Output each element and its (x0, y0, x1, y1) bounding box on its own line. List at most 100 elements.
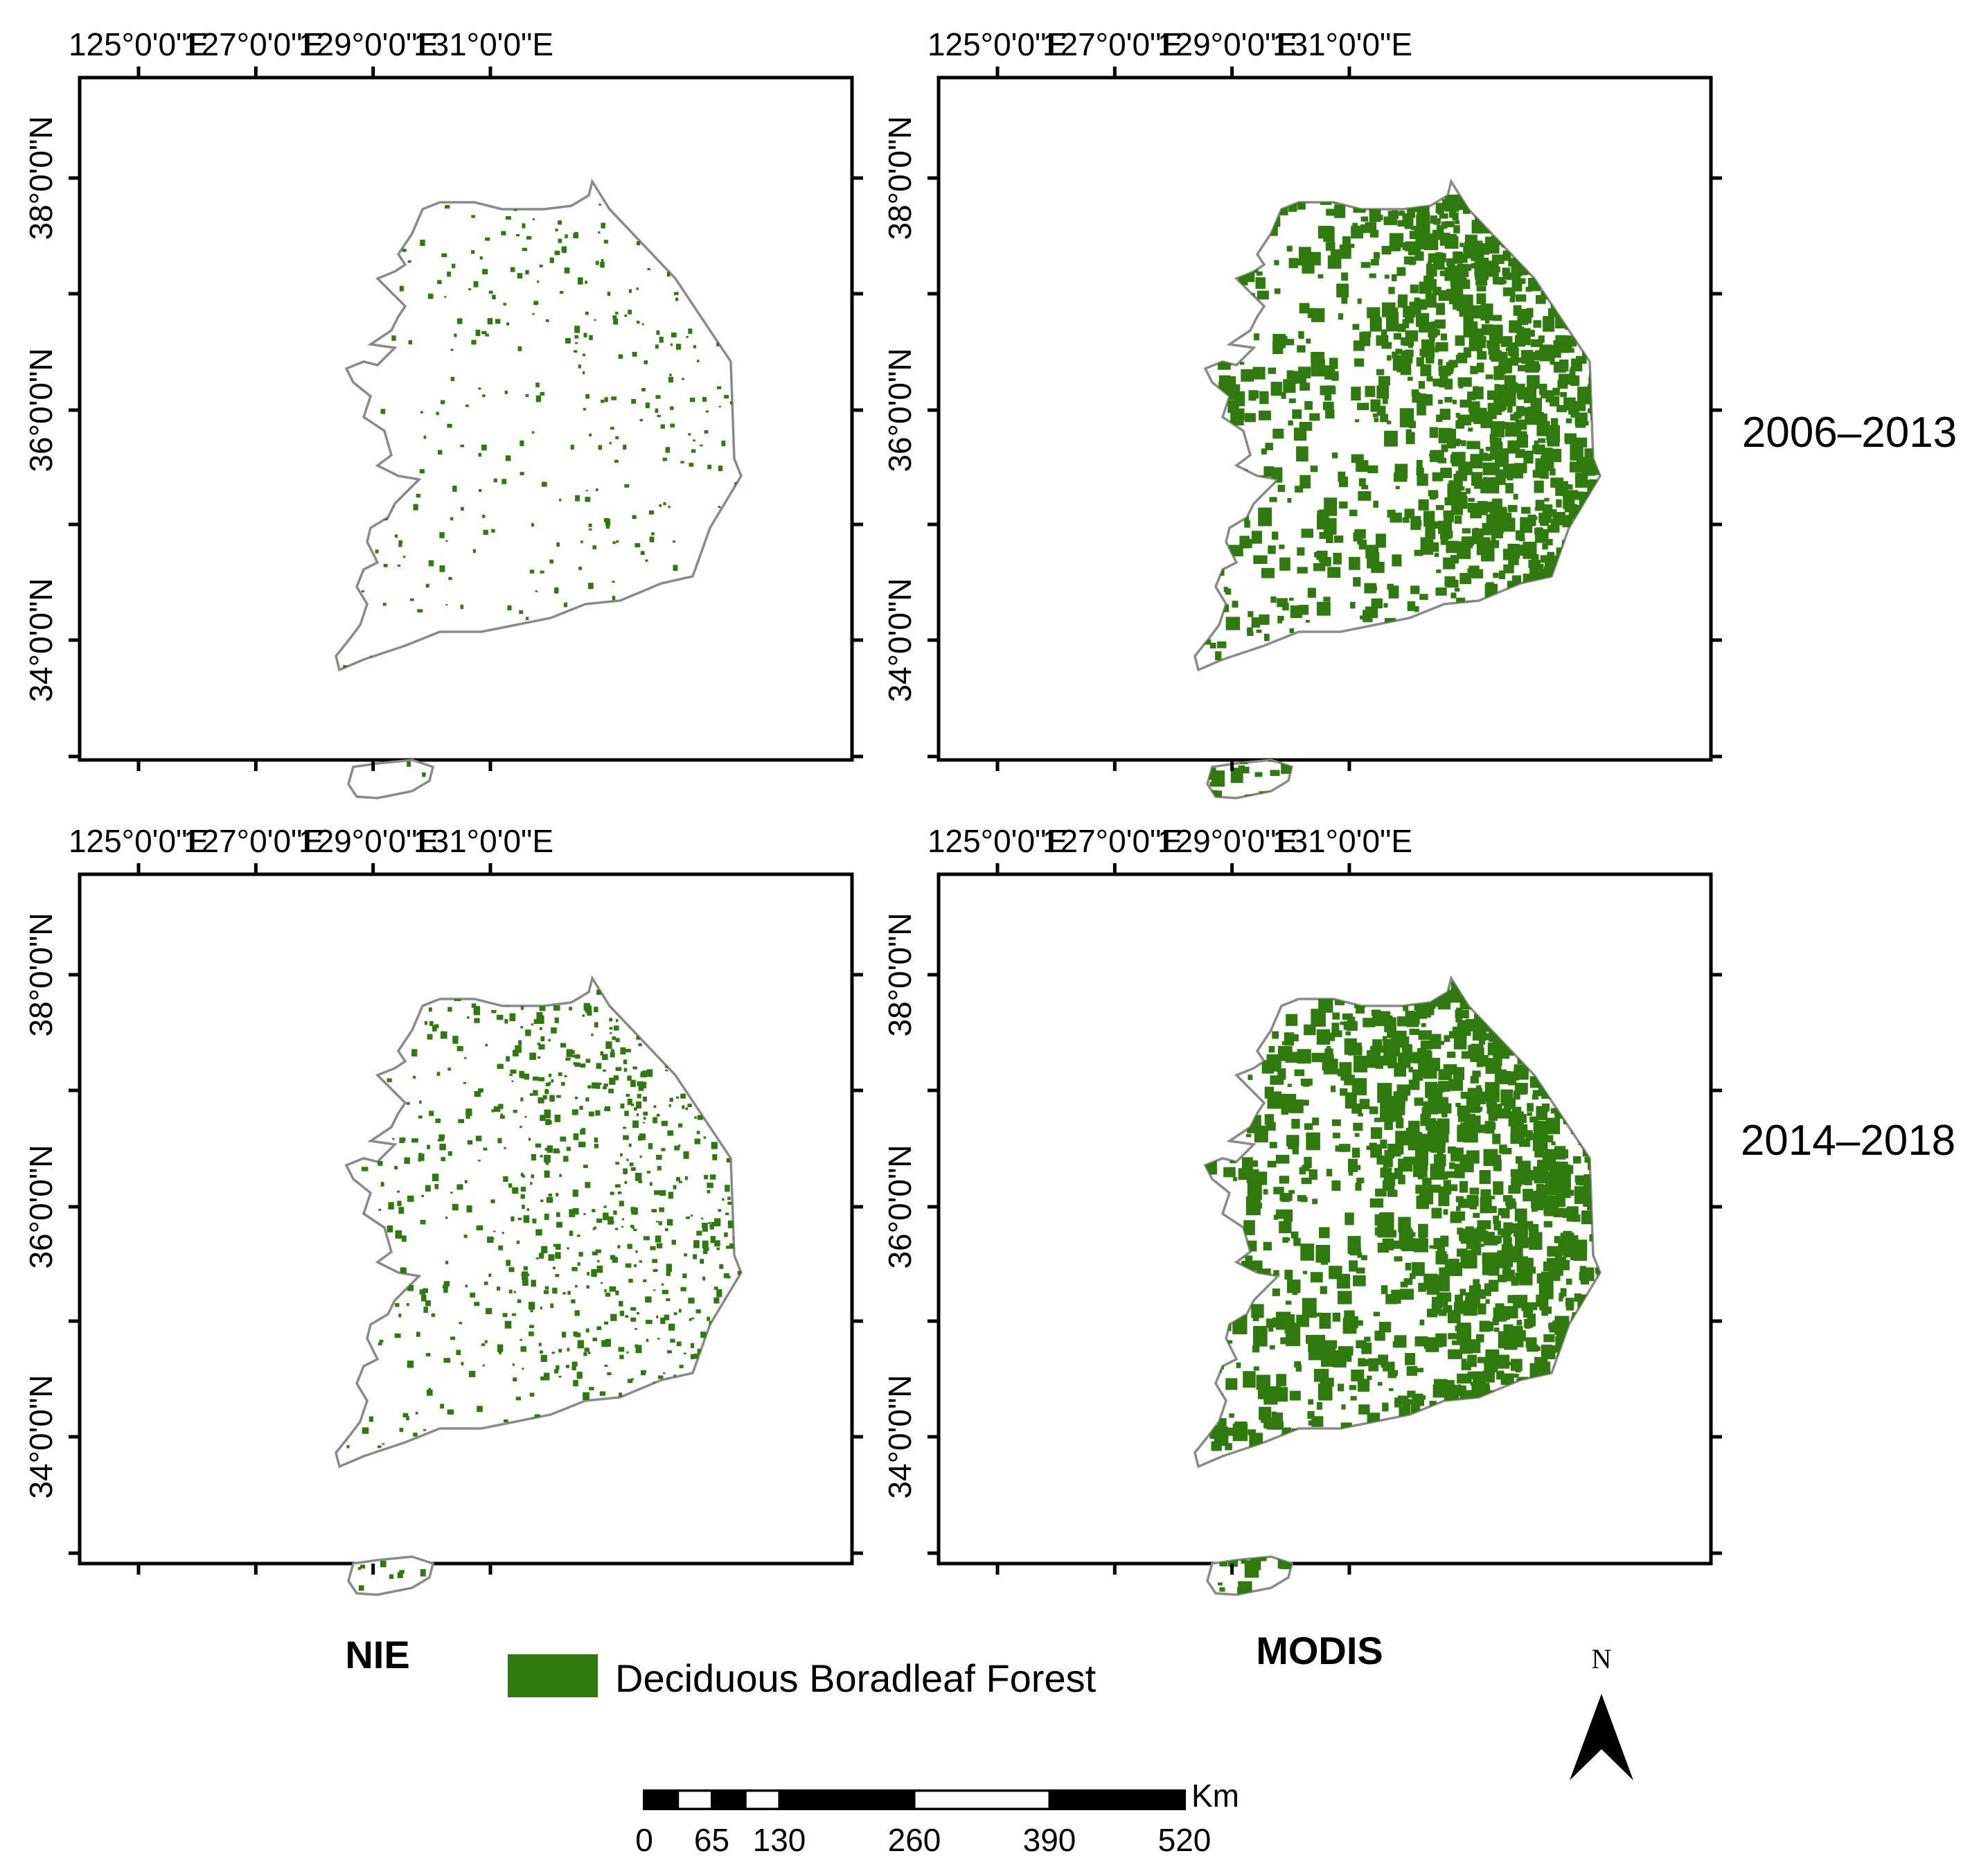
forest-patch (1418, 299, 1427, 310)
forest-patch (503, 1176, 508, 1182)
forest-patch (1314, 551, 1323, 558)
forest-patch (1387, 211, 1399, 220)
forest-patch (1545, 1172, 1559, 1184)
forest-patch (1507, 470, 1514, 478)
forest-patch (1412, 306, 1421, 315)
forest-patch (483, 1282, 488, 1285)
forest-patch (470, 1292, 475, 1298)
forest-patch (600, 1282, 603, 1284)
forest-patch (1559, 373, 1572, 385)
forest-patch (727, 1275, 731, 1279)
forest-patch (582, 1014, 585, 1017)
forest-patch (1279, 1221, 1292, 1234)
forest-patch (1432, 378, 1445, 387)
forest-patch (625, 1049, 631, 1052)
forest-patch (1426, 1586, 1435, 1593)
forest-patch (1491, 477, 1500, 484)
forest-patch (562, 1292, 566, 1295)
forest-patch (399, 1427, 404, 1432)
forest-patch (609, 1286, 616, 1292)
forest-patch (1514, 1597, 1520, 1602)
forest-patch (585, 281, 587, 284)
forest-patch (1538, 335, 1545, 343)
forest-patch (1254, 1125, 1268, 1143)
forest-patch (533, 1019, 540, 1024)
forest-patch (343, 665, 346, 669)
forest-patch (1599, 776, 1600, 781)
forest-patch (680, 1286, 686, 1291)
forest-patch (1254, 772, 1263, 777)
forest-patch (1439, 526, 1451, 540)
forest-patch (1356, 1267, 1365, 1274)
forest-patch (613, 318, 619, 325)
forest-patch (1299, 247, 1311, 260)
forest-patch (707, 1189, 711, 1194)
forest-patch (1529, 364, 1541, 371)
forest-patch (1570, 442, 1583, 461)
forest-patch (1426, 1107, 1438, 1115)
forest-patch (1546, 1180, 1558, 1195)
forest-patch (1343, 1316, 1358, 1329)
forest-patch (495, 319, 501, 324)
forest-patch (1570, 1602, 1583, 1611)
forest-patch (420, 1569, 426, 1577)
forest-patch (519, 1070, 524, 1078)
forest-patch (1428, 253, 1437, 263)
forest-patch (689, 1318, 692, 1321)
forest-patch (1354, 358, 1365, 367)
forest-patch (518, 1040, 522, 1045)
forest-patch (1425, 526, 1436, 540)
forest-patch (1269, 793, 1281, 798)
forest-patch (467, 1016, 470, 1019)
forest-patch (408, 340, 413, 345)
forest-patch (1397, 324, 1406, 333)
forest-patch (1403, 1278, 1413, 1285)
forest-patch (1360, 216, 1368, 222)
forest-patch (1436, 569, 1441, 574)
forest-patch (1566, 504, 1577, 513)
forest-patch (680, 461, 684, 463)
forest-patch (404, 1157, 410, 1164)
forest-patch (718, 506, 721, 508)
forest-patch (658, 1221, 662, 1225)
forest-patch (1494, 1264, 1499, 1271)
forest-patch (678, 1180, 682, 1183)
forest-patch (567, 1347, 570, 1352)
forest-patch (1564, 1566, 1579, 1581)
forest-patch (1452, 1340, 1458, 1345)
forest-patch (1407, 208, 1416, 218)
forest-patch (1568, 1576, 1577, 1582)
forest-patch (432, 1025, 437, 1032)
forest-patch (1508, 1185, 1521, 1194)
forest-patch (603, 1069, 606, 1072)
forest-patch (444, 296, 447, 298)
forest-patch (693, 439, 695, 442)
forest-patch (1302, 1575, 1312, 1586)
forest-patch (635, 1345, 642, 1354)
forest-patch (1535, 529, 1547, 543)
forest-patch (1525, 1337, 1537, 1348)
forest-patch (1450, 1184, 1458, 1192)
forest-patch (662, 1290, 668, 1295)
forest-patch (1293, 1237, 1301, 1246)
forest-patch (1534, 1356, 1548, 1365)
forest-patch (571, 1361, 578, 1367)
forest-patch (1482, 477, 1488, 481)
forest-patch (463, 1235, 468, 1238)
forest-patch (1493, 572, 1499, 578)
forest-patch (463, 1081, 466, 1084)
forest-patch (509, 1074, 513, 1077)
forest-patch (683, 1352, 686, 1354)
forest-patch (1331, 1086, 1336, 1092)
forest-patch (1477, 1303, 1487, 1315)
forest-patch (1373, 500, 1378, 508)
forest-patch (574, 326, 580, 333)
forest-patch (641, 1370, 646, 1376)
forest-patch (610, 1052, 615, 1058)
forest-patch (1309, 413, 1320, 421)
forest-patch (1518, 424, 1527, 430)
forest-patch (673, 292, 679, 295)
forest-patch (459, 1572, 466, 1579)
forest-patch (1272, 531, 1279, 540)
forest-patch (1464, 1390, 1475, 1399)
